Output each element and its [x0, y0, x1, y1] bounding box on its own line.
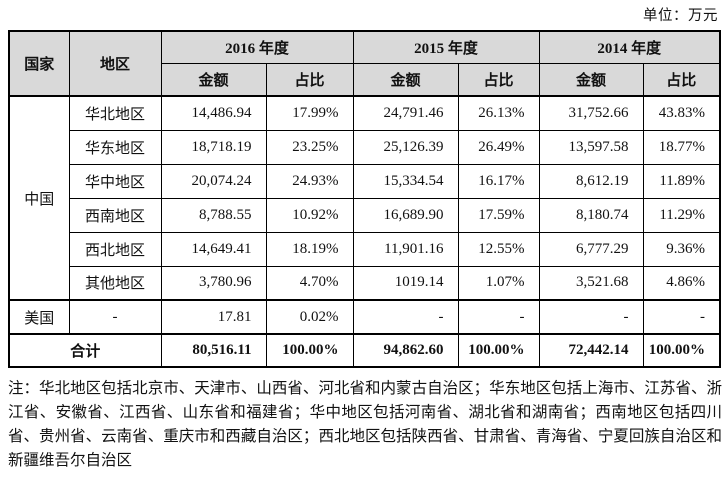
- total-ratio-cell: 100.00%: [642, 333, 721, 368]
- ratio-cell: 24.93%: [265, 163, 354, 199]
- header-year-2015: 2015 年度: [352, 30, 540, 64]
- amount-cell: -: [538, 299, 644, 335]
- ratio-cell: -: [642, 299, 721, 335]
- amount-cell: 31,752.66: [538, 95, 644, 131]
- table-row: 西南地区 8,788.55 10.92% 16,689.90 17.59% 8,…: [9, 197, 721, 233]
- country-china-cell: 中国: [8, 95, 70, 301]
- total-ratio-cell: 100.00%: [457, 333, 540, 368]
- ratio-cell: 10.92%: [265, 197, 354, 233]
- header-year-2016: 2016 年度: [160, 30, 354, 64]
- ratio-cell: 4.70%: [265, 265, 354, 301]
- region-cell: 华中地区: [68, 163, 162, 199]
- amount-cell: 8,612.19: [538, 163, 644, 199]
- table-header: 国家 地区 2016 年度 2015 年度 2014 年度 金额 占比 金额 占…: [8, 30, 721, 97]
- amount-cell: 11,901.16: [352, 231, 459, 267]
- unit-label: 单位：万元: [643, 8, 718, 24]
- table-row-us: 美国 - 17.81 0.02% - - - -: [8, 299, 721, 335]
- table-row: 西北地区 14,649.41 18.19% 11,901.16 12.55% 6…: [9, 231, 721, 267]
- amount-cell: 14,486.94: [160, 95, 267, 131]
- amount-cell: 17.81: [160, 299, 267, 335]
- footnote: 注：华北地区包括北京市、天津市、山西省、河北省和内蒙古自治区；华东地区包括上海市…: [8, 380, 722, 469]
- header-region: 地区: [68, 30, 162, 97]
- ratio-cell: 0.02%: [265, 299, 354, 335]
- region-cell: 其他地区: [68, 265, 162, 301]
- ratio-cell: 17.59%: [457, 197, 540, 233]
- ratio-cell: 18.19%: [265, 231, 354, 267]
- total-amount-cell: 80,516.11: [160, 333, 267, 368]
- ratio-cell: 4.86%: [642, 265, 721, 301]
- ratio-cell: 9.36%: [642, 231, 721, 267]
- amount-cell: 3,780.96: [160, 265, 267, 301]
- ratio-cell: 26.49%: [457, 129, 540, 165]
- ratio-cell: 11.89%: [642, 163, 721, 199]
- table-row-total: 合计 80,516.11 100.00% 94,862.60 100.00% 7…: [8, 333, 721, 368]
- amount-cell: 24,791.46: [352, 95, 459, 131]
- total-amount-cell: 72,442.14: [538, 333, 644, 368]
- amount-cell: 8,180.74: [538, 197, 644, 233]
- ratio-cell: 18.77%: [642, 129, 721, 165]
- region-cell: 华东地区: [68, 129, 162, 165]
- total-label-cell: 合计: [8, 333, 162, 368]
- region-cell: 西南地区: [68, 197, 162, 233]
- region-cell: 华北地区: [68, 95, 162, 131]
- header-ratio-2015: 占比: [457, 62, 540, 97]
- country-us-cell: 美国: [8, 299, 70, 335]
- regional-revenue-table: 国家 地区 2016 年度 2015 年度 2014 年度 金额 占比 金额 占…: [8, 30, 722, 368]
- header-amount-2014: 金额: [538, 62, 644, 97]
- region-cell: 西北地区: [68, 231, 162, 267]
- header-year-row: 国家 地区 2016 年度 2015 年度 2014 年度: [8, 30, 721, 97]
- total-ratio-cell: 100.00%: [265, 333, 354, 368]
- amount-cell: 13,597.58: [538, 129, 644, 165]
- amount-cell: 18,718.19: [160, 129, 267, 165]
- header-ratio-2016: 占比: [265, 62, 354, 97]
- header-ratio-2014: 占比: [642, 62, 721, 97]
- amount-cell: 20,074.24: [160, 163, 267, 199]
- ratio-cell: 11.29%: [642, 197, 721, 233]
- ratio-cell: 23.25%: [265, 129, 354, 165]
- amount-cell: 15,334.54: [352, 163, 459, 199]
- ratio-cell: 12.55%: [457, 231, 540, 267]
- region-cell: -: [68, 299, 162, 335]
- header-amount-2015: 金额: [352, 62, 459, 97]
- amount-cell: 14,649.41: [160, 231, 267, 267]
- table-row: 华东地区 18,718.19 23.25% 25,126.39 26.49% 1…: [9, 129, 721, 165]
- table-row: 中国 华北地区 14,486.94 17.99% 24,791.46 26.13…: [8, 95, 721, 301]
- ratio-cell: 16.17%: [457, 163, 540, 199]
- ratio-cell: -: [457, 299, 540, 335]
- amount-cell: 3,521.68: [538, 265, 644, 301]
- amount-cell: 8,788.55: [160, 197, 267, 233]
- amount-cell: -: [352, 299, 459, 335]
- table-row: 其他地区 3,780.96 4.70% 1019.14 1.07% 3,521.…: [9, 265, 721, 301]
- ratio-cell: 17.99%: [265, 95, 354, 131]
- header-country: 国家: [8, 30, 70, 97]
- header-amount-2016: 金额: [160, 62, 267, 97]
- ratio-cell: 43.83%: [642, 95, 721, 131]
- table-row: 华中地区 20,074.24 24.93% 15,334.54 16.17% 8…: [9, 163, 721, 199]
- amount-cell: 25,126.39: [352, 129, 459, 165]
- total-amount-cell: 94,862.60: [352, 333, 459, 368]
- amount-cell: 1019.14: [352, 265, 459, 301]
- amount-cell: 16,689.90: [352, 197, 459, 233]
- header-year-2014: 2014 年度: [538, 30, 721, 64]
- ratio-cell: 26.13%: [457, 95, 540, 131]
- header-sub-row: 金额 占比 金额 占比 金额 占比: [9, 62, 721, 97]
- ratio-cell: 1.07%: [457, 265, 540, 301]
- amount-cell: 6,777.29: [538, 231, 644, 267]
